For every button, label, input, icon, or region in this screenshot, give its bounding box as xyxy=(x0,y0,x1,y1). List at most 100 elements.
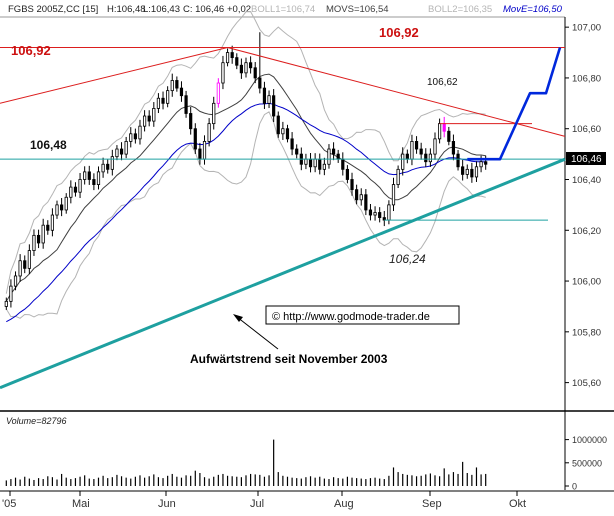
candle xyxy=(451,134,456,161)
copyright-box[interactable]: © http://www.godmode-trader.de xyxy=(265,305,460,325)
candle xyxy=(46,220,50,235)
volume-label: Volume=82796 xyxy=(6,416,66,426)
candle xyxy=(101,157,105,178)
y-tick-label: 106,60 xyxy=(572,124,601,135)
candle-body xyxy=(465,168,469,175)
candle-body xyxy=(212,102,216,125)
candle-body xyxy=(470,168,474,178)
candle-body xyxy=(387,204,391,221)
header-symbol: FGBS 2005Z,CC [15] xyxy=(8,4,98,15)
header-movs: MOVS=106,54 xyxy=(326,4,389,15)
candle-body xyxy=(308,158,313,168)
candle xyxy=(138,119,142,145)
candle xyxy=(295,144,299,159)
candle xyxy=(258,32,262,94)
candle xyxy=(175,76,179,92)
x-tick-label: '05 xyxy=(2,498,16,510)
candle xyxy=(156,93,161,114)
candle xyxy=(396,165,400,189)
candle-body xyxy=(184,95,188,114)
header-change: +0,02 xyxy=(227,4,251,15)
candle-body xyxy=(461,166,465,175)
candle-body xyxy=(451,141,456,155)
candle-body xyxy=(175,80,179,89)
resistance-label-right: 106,92 xyxy=(379,25,419,40)
candle xyxy=(115,145,119,161)
candle xyxy=(304,153,308,170)
candle xyxy=(355,184,359,205)
candle-body xyxy=(110,156,114,170)
volume-tick-label: 500000 xyxy=(572,458,602,468)
candle-body xyxy=(350,179,354,191)
candle-body xyxy=(115,148,119,158)
candle xyxy=(391,177,396,212)
candle-body xyxy=(359,194,363,201)
candle xyxy=(239,58,243,79)
candle xyxy=(133,128,137,144)
candle-body xyxy=(41,224,45,244)
header-high: H:106,48 xyxy=(107,4,146,15)
candle xyxy=(23,255,27,274)
y-tick-label: 106,20 xyxy=(572,226,601,237)
candle-body xyxy=(189,113,193,130)
candle-body xyxy=(410,141,414,160)
candle xyxy=(216,78,220,108)
candle xyxy=(456,150,460,171)
candle-body xyxy=(414,141,419,150)
candle xyxy=(129,127,133,148)
candle xyxy=(470,162,474,183)
candle xyxy=(184,90,188,118)
peak-label: 106,62 xyxy=(427,77,458,88)
candle xyxy=(474,161,479,182)
candle xyxy=(36,229,41,249)
candle xyxy=(419,142,423,160)
candle xyxy=(341,152,345,176)
volume-tick-label: 0 xyxy=(572,482,577,492)
copyright-text[interactable]: © http://www.godmode-trader.de xyxy=(272,311,430,323)
candle-body xyxy=(170,80,174,92)
candle-body xyxy=(235,57,239,66)
low-label: 106,24 xyxy=(389,252,426,266)
candle-body xyxy=(27,250,31,269)
candle xyxy=(198,142,202,165)
candle xyxy=(414,136,419,154)
candle xyxy=(387,200,391,225)
candle xyxy=(55,200,59,219)
candle xyxy=(96,166,101,190)
candle-body xyxy=(290,138,294,150)
candle-body xyxy=(327,148,331,165)
candle-body xyxy=(166,90,170,104)
candle-body xyxy=(124,141,128,155)
candle-body xyxy=(368,209,373,216)
candle-body xyxy=(133,133,137,140)
bollinger-lower xyxy=(5,111,486,319)
candle-body xyxy=(474,166,479,178)
uptrend-line xyxy=(0,157,566,390)
candle xyxy=(359,188,363,206)
candle xyxy=(32,229,36,256)
candle-body xyxy=(244,62,248,74)
candle-body xyxy=(442,123,446,132)
candle xyxy=(327,144,331,169)
candle xyxy=(69,180,73,204)
candle xyxy=(9,279,13,308)
candle-body xyxy=(50,214,55,231)
moving-average-simple xyxy=(5,73,486,302)
candle xyxy=(87,165,91,185)
candle xyxy=(373,206,377,221)
candle-body xyxy=(18,260,22,277)
candle-body xyxy=(87,171,91,180)
candle-body xyxy=(179,87,184,97)
candle-body xyxy=(336,153,340,160)
candle-body xyxy=(147,115,151,122)
candle-body xyxy=(161,97,165,104)
candle xyxy=(73,182,78,197)
candle-body xyxy=(230,52,234,59)
candle xyxy=(119,142,124,161)
candle xyxy=(285,124,290,143)
header-close: C: 106,46 xyxy=(183,4,224,15)
candle-body xyxy=(142,115,147,127)
candle xyxy=(83,166,87,185)
candle xyxy=(50,208,55,237)
